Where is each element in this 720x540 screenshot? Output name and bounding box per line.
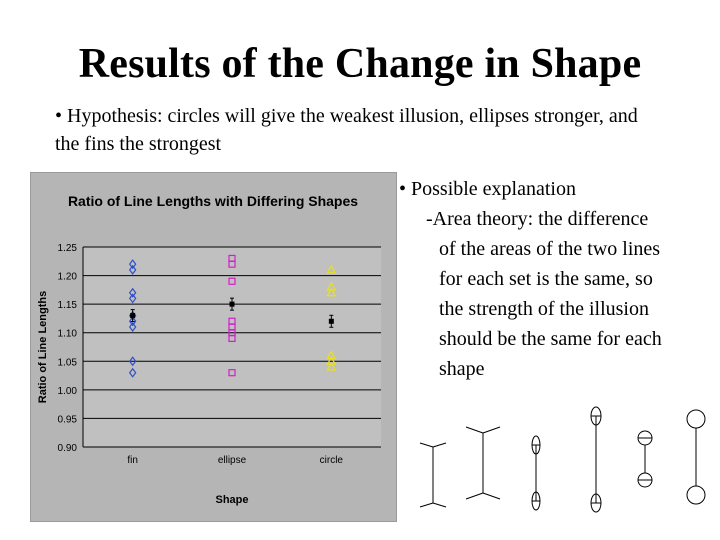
hypothesis-text: • Hypothesis: circles will give the weak… (55, 105, 638, 155)
data-points (128, 254, 337, 378)
circle-data-point (326, 356, 337, 365)
ellipse-data-point (228, 277, 236, 285)
fin-data-point (128, 322, 137, 332)
y-tick-label: 1.10 (58, 329, 78, 340)
fin-data-point (128, 293, 137, 304)
fin-data-point (128, 259, 137, 270)
ellipse-short-figure (531, 435, 541, 511)
fin-outward-figure (419, 442, 447, 508)
x-tick-labels: fin ellipse circle (127, 455, 343, 466)
explanation-line: shape (439, 358, 485, 380)
explanation-line: the strength of the illusion (439, 298, 649, 320)
circle-data-point (326, 264, 337, 274)
x-axis-label: Shape (215, 494, 248, 506)
fin-data-point (128, 367, 137, 378)
circle-data-point (326, 361, 337, 371)
explanation-heading: • Possible explanation (399, 178, 576, 200)
scatter-chart: Ratio of Line Lengths with Differing Sha… (30, 172, 397, 522)
plot-area (83, 247, 381, 447)
y-tick-label: 1.25 (58, 243, 78, 254)
fin-data-point (128, 316, 137, 327)
explanation-line: of the areas of the two lines (439, 238, 661, 260)
mean-marker (229, 301, 235, 307)
y-tick-label: 1.00 (58, 386, 78, 397)
ellipse-data-point (228, 334, 236, 343)
circle-data-point (326, 287, 337, 297)
y-tick-labels: 1.25 1.20 1.15 1.10 1.05 1.00 0.95 0.90 (58, 243, 78, 454)
y-tick-label: 0.90 (58, 443, 78, 454)
y-tick-label: 1.15 (58, 300, 78, 311)
circle-long-figure (686, 409, 706, 505)
gridlines (82, 246, 381, 448)
circle-short-figure (637, 430, 653, 488)
y-tick-label: 1.05 (58, 357, 78, 368)
x-tick-label: circle (320, 455, 344, 466)
chart-title: Ratio of Line Lengths with Differing Sha… (68, 193, 358, 209)
slide-title: Results of the Change in Shape (78, 41, 642, 87)
x-tick-label: fin (127, 455, 138, 466)
circle-data-point (326, 350, 337, 360)
y-axis-label: Ratio of Line Lengths (37, 291, 49, 403)
y-tick-label: 1.20 (58, 272, 78, 283)
mean-marker (328, 318, 334, 324)
ellipse-data-point (228, 260, 236, 268)
fin-inward-figure (465, 426, 501, 500)
ellipse-data-point (228, 369, 236, 377)
explanation-block: • Possible explanation -Area theory: the… (399, 174, 715, 384)
explanation-line: should be the same for each (439, 328, 662, 350)
explanation-line: for each set is the same, so (439, 268, 653, 290)
chart-svg: Ratio of Line Lengths with Differing Sha… (37, 193, 381, 506)
fin-data-point (128, 264, 137, 275)
shape-illustrations (419, 406, 706, 513)
circle-data-point (326, 281, 337, 291)
explanation-line: -Area theory: the difference (426, 208, 649, 230)
y-tick-label: 0.95 (58, 414, 78, 425)
mean-marker (130, 313, 136, 319)
fin-data-point (128, 356, 137, 367)
ellipse-long-figure (590, 406, 602, 513)
fin-data-point (128, 287, 137, 298)
x-tick-label: ellipse (218, 455, 247, 466)
